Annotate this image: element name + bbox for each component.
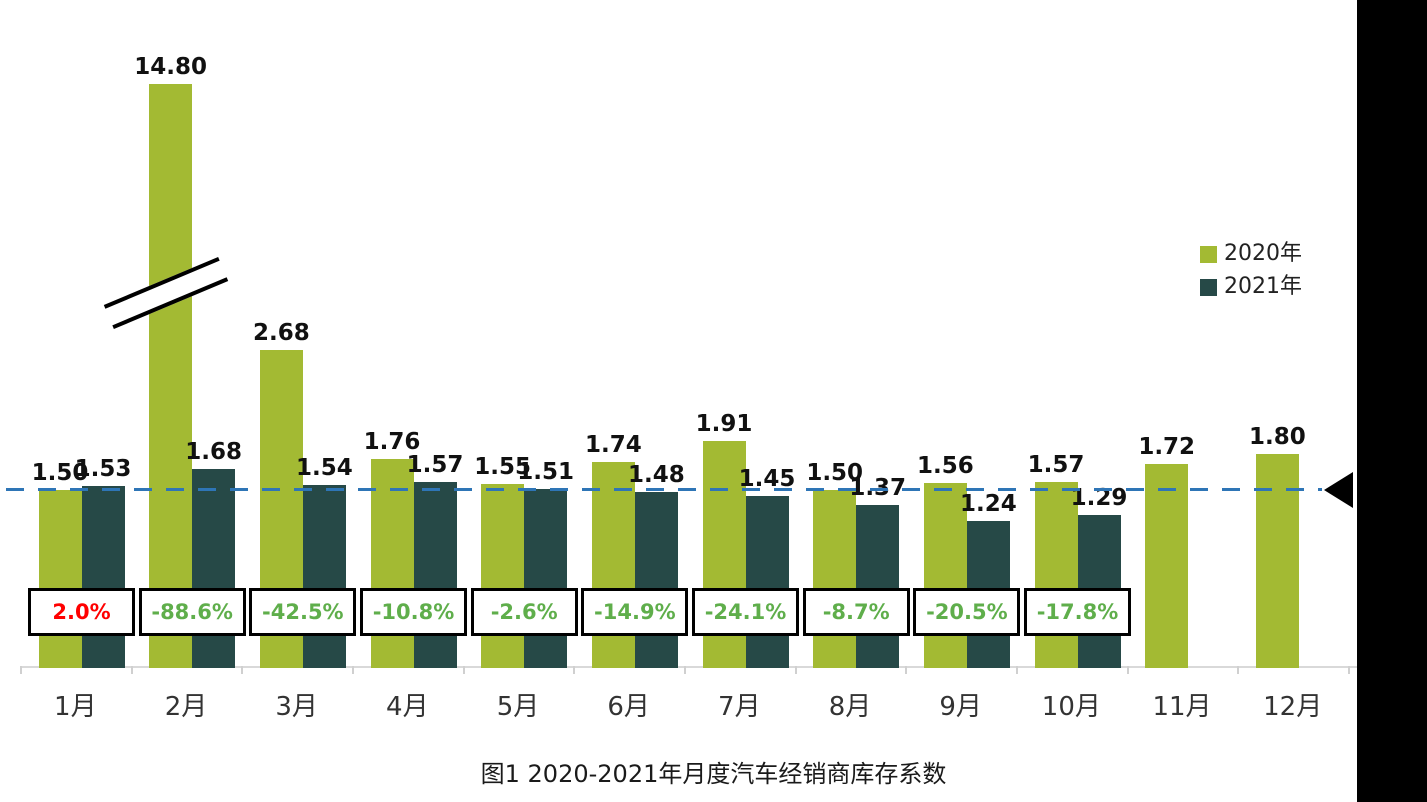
bar-2020-9月 xyxy=(923,482,967,668)
x-axis-label-2月: 2月 xyxy=(164,692,208,722)
value-label-2020-8月: 1.50 xyxy=(806,459,864,486)
value-label-2020-5月: 1.55 xyxy=(474,454,532,481)
x-axis-tick xyxy=(1348,666,1351,674)
x-axis-label-5月: 5月 xyxy=(496,692,540,722)
x-axis-tick xyxy=(573,666,576,674)
inventory-warning-reference-line xyxy=(6,488,1322,491)
legend-item-2021: 2021年 xyxy=(1200,276,1302,298)
reference-line-arrow-icon xyxy=(1324,472,1353,508)
x-axis-label-8月: 8月 xyxy=(828,692,872,722)
value-label-2020-10月: 1.57 xyxy=(1027,451,1085,478)
value-label-2020-12月: 1.80 xyxy=(1248,424,1306,451)
value-label-2020-1月: 1.50 xyxy=(31,459,89,486)
legend-label-2021: 2021年 xyxy=(1224,274,1302,299)
x-axis-tick xyxy=(1016,666,1019,674)
legend-swatch-2021-icon xyxy=(1200,278,1217,296)
yoy-change-box-3月: -42.5% xyxy=(249,588,357,636)
x-axis-label-12月: 12月 xyxy=(1263,692,1323,722)
bar-2020-2月 xyxy=(149,84,193,668)
x-axis-tick xyxy=(1126,666,1129,674)
x-axis-label-9月: 9月 xyxy=(939,692,982,722)
x-axis-label-4月: 4月 xyxy=(386,692,429,722)
value-label-2020-2月: 14.80 xyxy=(134,54,208,80)
value-label-2020-3月: 2.68 xyxy=(252,319,310,346)
x-axis-label-11月: 11月 xyxy=(1152,692,1212,722)
yoy-change-box-6月: -14.9% xyxy=(581,588,689,636)
value-label-2021-1月: 1.53 xyxy=(74,456,132,483)
bar-2021-5月 xyxy=(524,488,568,668)
bar-2021-1月 xyxy=(81,486,125,668)
x-axis-tick xyxy=(1237,666,1240,674)
value-label-2020-7月: 1.91 xyxy=(695,411,753,438)
value-label-2021-2月: 1.68 xyxy=(185,438,243,465)
bar-2020-10月 xyxy=(1034,481,1078,668)
bar-2020-5月 xyxy=(481,484,525,668)
bar-2020-12月 xyxy=(1255,454,1299,668)
bar-2021-2月 xyxy=(192,468,236,668)
bar-2020-8月 xyxy=(813,489,857,668)
bar-2021-4月 xyxy=(413,481,457,668)
bar-2021-7月 xyxy=(745,495,789,668)
x-axis-label-1月: 1月 xyxy=(54,692,97,722)
right-black-band xyxy=(1357,0,1427,802)
value-label-2021-9月: 1.24 xyxy=(959,490,1017,517)
yoy-change-box-10月: -17.8% xyxy=(1024,588,1132,636)
value-label-2021-6月: 1.48 xyxy=(627,462,685,489)
value-label-2021-7月: 1.45 xyxy=(738,465,796,492)
yoy-change-box-9月: -20.5% xyxy=(913,588,1021,636)
x-axis-label-7月: 7月 xyxy=(718,692,761,722)
value-label-2020-4月: 1.76 xyxy=(363,429,421,456)
yoy-change-box-8月: -8.7% xyxy=(802,588,910,636)
x-axis-tick xyxy=(794,666,797,674)
yoy-change-box-2月: -88.6% xyxy=(138,588,246,636)
bar-2020-11月 xyxy=(1145,463,1189,668)
bar-2020-1月 xyxy=(38,489,82,668)
bar-2021-3月 xyxy=(302,485,346,668)
yoy-change-box-7月: -24.1% xyxy=(692,588,800,636)
chart-title: 图1 2020-2021年月度汽车经销商库存系数 xyxy=(480,760,947,788)
legend: 2020年 2021年 xyxy=(1200,243,1302,309)
value-label-2020-11月: 1.72 xyxy=(1138,433,1196,460)
x-axis-label-10月: 10月 xyxy=(1041,692,1101,722)
bar-2021-6月 xyxy=(634,492,678,668)
x-axis-label-6月: 6月 xyxy=(607,692,650,722)
legend-label-2020: 2020年 xyxy=(1224,241,1302,266)
x-axis-line xyxy=(20,666,1357,668)
yoy-change-box-5月: -2.6% xyxy=(470,588,578,636)
value-label-2021-4月: 1.57 xyxy=(406,451,464,478)
legend-item-2020: 2020年 xyxy=(1200,243,1302,265)
value-label-2020-6月: 1.74 xyxy=(584,431,642,458)
yoy-change-box-4月: -10.8% xyxy=(360,588,467,636)
x-axis-tick xyxy=(905,666,908,674)
x-axis-label-3月: 3月 xyxy=(275,692,318,722)
x-axis-tick xyxy=(241,666,244,674)
bar-2020-6月 xyxy=(591,461,635,668)
yoy-change-box-1月: 2.0% xyxy=(28,588,135,636)
x-axis-tick xyxy=(462,666,465,674)
x-axis-tick xyxy=(20,666,22,674)
value-label-2020-9月: 1.56 xyxy=(916,452,974,479)
value-label-2021-5月: 1.51 xyxy=(517,458,575,485)
x-axis-tick xyxy=(352,666,354,674)
x-axis-tick xyxy=(684,666,687,674)
value-label-2021-3月: 1.54 xyxy=(295,455,353,482)
x-axis-tick xyxy=(130,666,133,674)
bar-2021-8月 xyxy=(856,505,900,668)
legend-swatch-2020-icon xyxy=(1200,245,1217,263)
